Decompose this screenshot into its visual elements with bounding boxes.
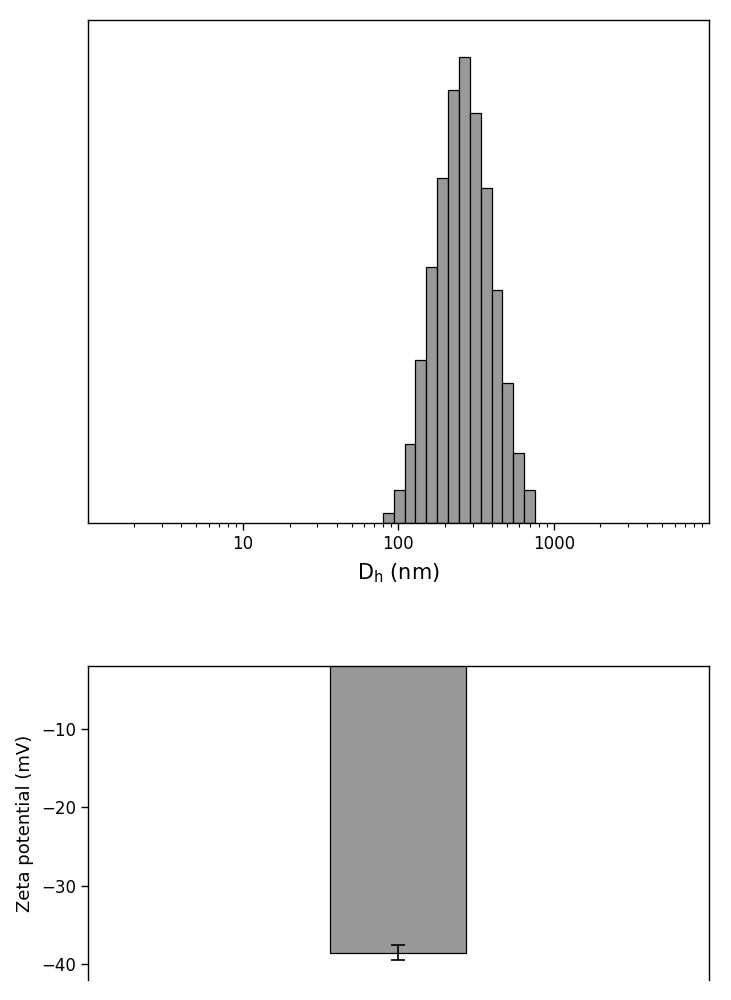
Bar [448, 90, 459, 523]
Bar [383, 513, 394, 523]
Bar [394, 490, 404, 523]
Bar [459, 57, 470, 523]
Bar [513, 453, 524, 523]
Bar [404, 444, 415, 523]
Bar [437, 178, 448, 523]
Bar [481, 188, 491, 523]
Bar [524, 490, 535, 523]
Bar [470, 113, 481, 523]
X-axis label: $\mathregular{D_h}$ (nm): $\mathregular{D_h}$ (nm) [357, 561, 440, 585]
Bar [426, 267, 437, 523]
Bar [491, 290, 502, 523]
Bar [502, 383, 513, 523]
Y-axis label: Zeta potential (mV): Zeta potential (mV) [16, 734, 34, 912]
Bar [330, 650, 466, 953]
Bar [415, 360, 426, 523]
